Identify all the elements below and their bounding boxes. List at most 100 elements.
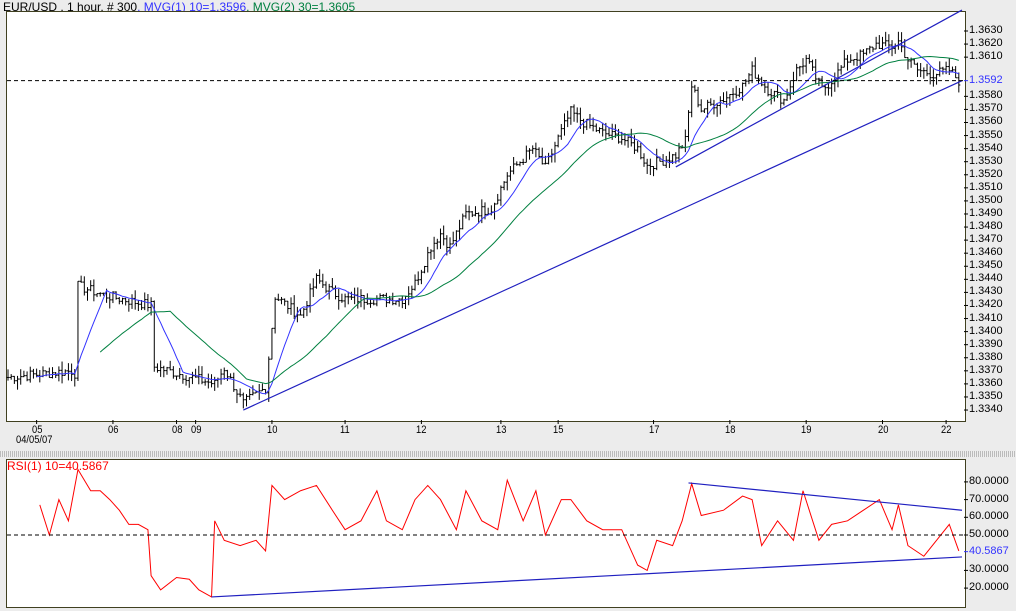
price-bar (299, 308, 303, 316)
rsi-y-tick-label: 70.0000 (969, 492, 1009, 505)
rsi-y-tick-label: 20.0000 (969, 581, 1009, 594)
rsi-y-tick-label: 80.0000 (969, 474, 1009, 487)
price-bar (419, 269, 423, 285)
price-bar (861, 49, 865, 62)
price-bar (318, 269, 322, 284)
price-bar (248, 388, 252, 400)
price-bar (108, 293, 112, 309)
price-bar (159, 360, 163, 377)
price-bar (206, 373, 210, 389)
x-tick-label: 15 (553, 424, 564, 436)
price-bar (314, 273, 318, 289)
price-bar (260, 383, 264, 392)
rsi-last-label: 40.5867 (969, 544, 1009, 557)
price-bar (155, 363, 159, 373)
price-bar (820, 75, 824, 88)
price-bar (289, 297, 293, 315)
symbol-label: EUR/USD , 1 hour, # 300 (3, 0, 138, 14)
price-bar (795, 63, 799, 82)
y-tick-label: 1.3560 (969, 115, 1003, 128)
panel-splitter[interactable] (0, 451, 1016, 457)
price-bar (346, 291, 350, 305)
price-bar (273, 297, 277, 334)
price-bar (190, 371, 194, 385)
price-bar (28, 366, 32, 383)
last-price-label: 1.3592 (969, 73, 1003, 86)
price-bar (47, 367, 51, 379)
price-bar (782, 98, 786, 106)
price-bar (553, 141, 557, 163)
x-tick-label: 05 (31, 424, 43, 436)
price-bar (222, 367, 226, 380)
price-bar (477, 212, 481, 224)
price-bar (667, 151, 671, 169)
price-bar (575, 107, 579, 123)
price-bar (451, 231, 455, 245)
y-tick-label: 1.3350 (969, 389, 1003, 402)
price-bar (114, 291, 118, 300)
price-bar (588, 113, 592, 129)
price-bar (473, 206, 477, 217)
price-bar (9, 374, 13, 380)
price-bar (804, 54, 808, 74)
price-bar (785, 88, 789, 101)
y-tick-label: 1.3410 (969, 311, 1003, 324)
price-bar (747, 73, 751, 85)
price-bar (407, 286, 411, 306)
price-bar (375, 295, 379, 307)
price-bar (915, 62, 919, 77)
price-bar (702, 108, 706, 113)
y-tick-label: 1.3390 (969, 337, 1003, 350)
price-bar (496, 193, 500, 205)
price-bar (435, 238, 439, 250)
rsi-trend-line (688, 482, 963, 511)
price-bar (397, 298, 401, 307)
price-bar (769, 88, 773, 105)
price-bar (89, 280, 93, 292)
price-bar (229, 373, 233, 379)
price-bar (865, 48, 869, 56)
price-bar (98, 292, 102, 297)
price-bar (292, 295, 296, 319)
price-bar (31, 368, 35, 379)
y-tick-label: 1.3370 (969, 363, 1003, 376)
price-bar (270, 327, 274, 360)
price-bar (400, 296, 404, 309)
price-bar (356, 287, 360, 309)
price-bar (35, 368, 39, 378)
x-tick-label: 10 (266, 424, 278, 436)
price-bar (931, 69, 935, 87)
price-bar (839, 65, 843, 75)
price-bar (311, 278, 315, 298)
price-bar (715, 102, 719, 117)
price-bar (629, 128, 633, 147)
price-bar (442, 225, 446, 246)
rsi-chart-panel[interactable] (6, 459, 966, 608)
y-tick-label: 1.3620 (969, 37, 1003, 50)
price-bar (626, 136, 630, 148)
price-bar (572, 104, 576, 122)
price-bar (512, 157, 516, 175)
price-bar (772, 90, 776, 102)
price-bar (92, 279, 96, 302)
price-bar (168, 360, 172, 371)
price-bar (438, 228, 442, 249)
price-bar (54, 371, 58, 379)
price-bar (349, 291, 353, 300)
price-bar (537, 147, 541, 158)
price-bar (324, 281, 328, 294)
x-tick-label: 20 (877, 424, 888, 436)
price-bar (353, 287, 357, 305)
price-bar (413, 274, 417, 291)
price-bar (66, 363, 70, 381)
price-bar (470, 210, 474, 218)
price-bar (842, 50, 846, 68)
price-bar (101, 292, 105, 296)
price-bar (467, 205, 471, 221)
price-bar (884, 31, 888, 47)
price-bar (508, 166, 512, 181)
price-bar (737, 87, 741, 98)
price-bar (582, 118, 586, 134)
price-bar (699, 99, 703, 113)
price-bar (458, 219, 462, 241)
